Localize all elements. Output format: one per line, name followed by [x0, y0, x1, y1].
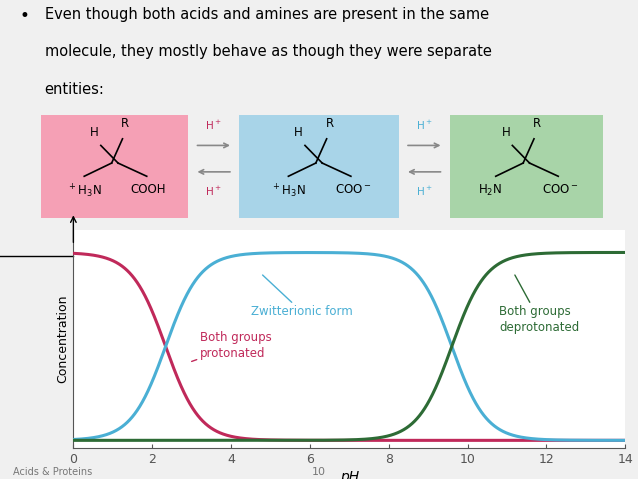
Y-axis label: Concentration: Concentration — [56, 295, 69, 383]
Text: COO$^-$: COO$^-$ — [335, 183, 371, 196]
Text: Both groups
deprotonated: Both groups deprotonated — [499, 275, 579, 334]
Text: H$^+$: H$^+$ — [205, 119, 222, 132]
Text: Even though both acids and amines are present in the same: Even though both acids and amines are pr… — [45, 7, 489, 22]
Text: H: H — [90, 126, 99, 139]
Text: 10: 10 — [312, 467, 326, 477]
Text: Zwitterionic form: Zwitterionic form — [251, 275, 353, 318]
Text: molecule, they mostly behave as though they were separate: molecule, they mostly behave as though t… — [45, 44, 491, 59]
FancyBboxPatch shape — [41, 114, 188, 218]
Text: H: H — [294, 126, 303, 139]
Text: R: R — [121, 117, 130, 130]
Text: H: H — [501, 126, 510, 139]
Text: COO$^-$: COO$^-$ — [542, 183, 579, 196]
Text: H$^+$: H$^+$ — [416, 185, 433, 198]
Text: COOH: COOH — [131, 183, 167, 196]
Text: H$^+$: H$^+$ — [205, 185, 222, 198]
FancyBboxPatch shape — [239, 114, 399, 218]
Text: entities:: entities: — [45, 81, 105, 97]
Text: H$^+$: H$^+$ — [416, 119, 433, 132]
Text: Acids & Proteins: Acids & Proteins — [13, 467, 92, 477]
Text: $^+$H$_3$N: $^+$H$_3$N — [67, 183, 101, 200]
Text: •: • — [19, 7, 29, 24]
X-axis label: pH: pH — [340, 470, 359, 479]
Text: R: R — [533, 117, 541, 130]
Text: R: R — [325, 117, 334, 130]
FancyBboxPatch shape — [450, 114, 603, 218]
Text: H$_2$N: H$_2$N — [478, 183, 503, 198]
Text: Both groups
protonated: Both groups protonated — [191, 331, 271, 362]
Text: $^+$H$_3$N: $^+$H$_3$N — [271, 183, 306, 200]
